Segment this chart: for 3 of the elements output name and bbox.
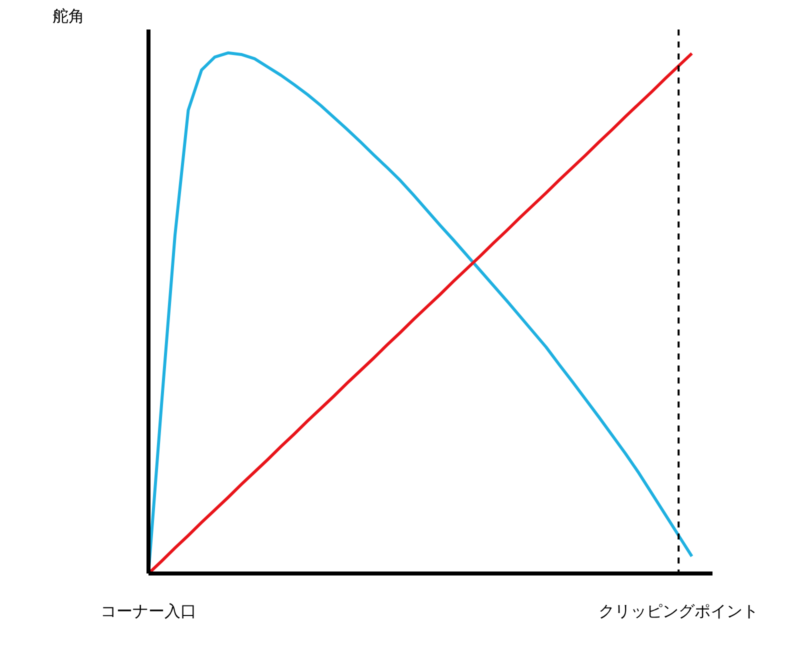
y-axis-title: 舵角 xyxy=(52,6,84,26)
x-tick-label: クリッピングポイント xyxy=(598,602,759,620)
x-tick-label: コーナー入口 xyxy=(100,602,196,620)
